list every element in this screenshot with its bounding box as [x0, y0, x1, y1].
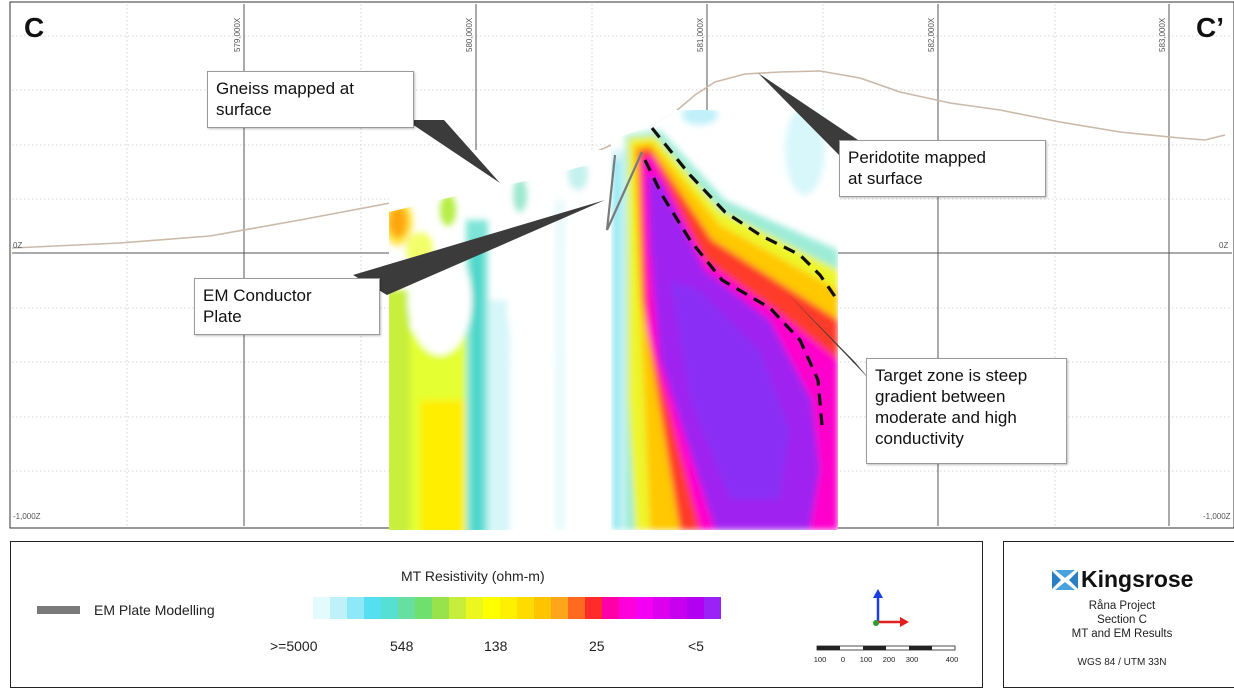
callout-em-conductor: EM Conductor Plate	[194, 278, 380, 335]
elevation-label-right-top: 0Z	[1219, 241, 1228, 250]
easting-label: 579,000X	[233, 17, 242, 52]
resistivity-swatch	[347, 597, 364, 619]
resistivity-title: MT Resistivity (ohm-m)	[401, 568, 545, 584]
resistivity-swatch	[568, 597, 585, 619]
resistivity-swatch	[687, 597, 704, 619]
resistivity-label: >=5000	[270, 638, 318, 654]
resistivity-swatch	[364, 597, 381, 619]
resistivity-colorbar	[296, 597, 721, 619]
resistivity-label: <5	[688, 638, 704, 654]
resistivity-swatch	[466, 597, 483, 619]
resistivity-swatch	[602, 597, 619, 619]
target-dashed-upper	[650, 126, 838, 299]
section-end-label: C’	[1196, 12, 1224, 43]
resistivity-swatch	[585, 597, 602, 619]
scale-tick: 100	[860, 655, 873, 664]
elevation-label-right-bottom: -1,000Z	[1203, 512, 1231, 521]
resistivity-swatch	[398, 597, 415, 619]
em-plate-label: EM Plate Modelling	[94, 602, 215, 618]
resistivity-swatch	[551, 597, 568, 619]
resistivity-label: 138	[484, 638, 508, 654]
scale-tick: 0	[841, 655, 845, 664]
easting-label: 582,000X	[927, 17, 936, 52]
resistivity-swatch	[500, 597, 517, 619]
resistivity-swatch	[381, 597, 398, 619]
resistivity-swatch	[449, 597, 466, 619]
resistivity-swatch	[483, 597, 500, 619]
resistivity-swatch	[313, 597, 330, 619]
em-plate-swatch	[37, 606, 80, 614]
crs-label: WGS 84 / UTM 33N	[1077, 657, 1167, 668]
project-name: Råna Project	[1088, 600, 1156, 612]
figure-subtitle: MT and EM Results	[1071, 628, 1173, 640]
resistivity-swatch	[432, 597, 449, 619]
title-block	[1003, 541, 1234, 688]
target-dashed-lower	[643, 159, 824, 426]
resistivity-label: 25	[589, 638, 605, 654]
company-name: Kingsrose	[1081, 566, 1194, 592]
elevation-label-left-bottom: -1,000Z	[13, 512, 41, 521]
section-start-label: C	[24, 12, 45, 43]
easting-label: 583,000X	[1158, 17, 1167, 52]
elevation-label-left-top: 0Z	[13, 241, 22, 250]
easting-labels: 579,000X 580,000X 581,000X 582,000X 583,…	[233, 17, 1167, 52]
resistivity-swatch	[296, 597, 313, 619]
resistivity-swatch	[670, 597, 687, 619]
easting-label: 581,000X	[696, 17, 705, 52]
cross-section: 579,000X 580,000X 581,000X 582,000X 583,…	[9, 1, 1234, 530]
scale-tick: 100	[814, 655, 827, 664]
resistivity-swatch	[517, 597, 534, 619]
scale-tick: 400	[946, 655, 959, 664]
resistivity-swatch	[619, 597, 636, 619]
resistivity-right	[611, 110, 838, 530]
resistivity-swatch	[330, 597, 347, 619]
orientation-axes-icon	[873, 589, 909, 627]
kingsrose-logo-icon	[1052, 570, 1078, 590]
callout-target-zone: Target zone is steep gradient between mo…	[866, 358, 1067, 464]
easting-label: 580,000X	[465, 17, 474, 52]
scale-bar: 100 0 100 200 300 400	[814, 645, 959, 664]
em-plate	[605, 151, 644, 231]
terrain-profile	[11, 70, 1226, 249]
resistivity-label: 548	[390, 638, 414, 654]
callout-pointers	[353, 73, 870, 380]
resistivity-swatch	[704, 597, 721, 619]
callout-peridotite: Peridotite mapped at surface	[839, 140, 1046, 197]
resistivity-swatch	[415, 597, 432, 619]
callout-gneiss: Gneiss mapped at surface	[207, 71, 414, 128]
resistivity-swatch	[653, 597, 670, 619]
scale-tick: 200	[883, 655, 896, 664]
section-name: Section C	[1097, 614, 1147, 626]
resistivity-swatch	[534, 597, 551, 619]
resistivity-swatch	[636, 597, 653, 619]
scale-tick: 300	[906, 655, 919, 664]
